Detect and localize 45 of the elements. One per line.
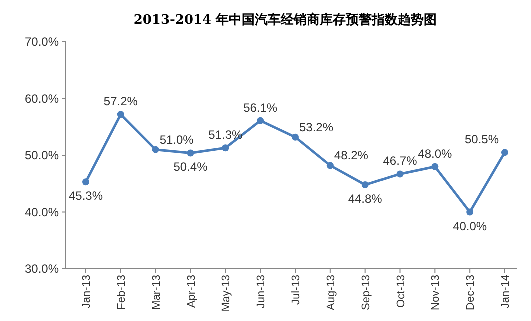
data-label: 48.2% [334, 148, 369, 163]
point [117, 111, 124, 118]
point [432, 163, 439, 170]
point [466, 208, 474, 216]
data-label: 53.2% [300, 120, 334, 134]
x-tick-label: Nov-13 [430, 275, 442, 310]
data-label: 50.5% [464, 132, 500, 147]
data-label: 48.0% [418, 146, 453, 161]
x-tick-label: Feb-13 [116, 275, 128, 310]
y-tick-label: 30.0% [24, 262, 60, 276]
y-tick-label: 70.0% [24, 35, 60, 49]
point [362, 182, 369, 189]
point [152, 146, 160, 154]
data-label: 51.3% [208, 128, 244, 142]
chart-title: 2013-2014 年中国汽车经销商库存预警指数趋势图 [134, 12, 438, 28]
data-label: 45.3% [68, 189, 104, 204]
x-tick-label: Aug-13 [325, 275, 338, 310]
x-tick-label: Jul-13 [290, 275, 302, 305]
data-label: 40.0% [453, 219, 488, 234]
x-tick-label: Jun-13 [256, 275, 268, 309]
data-label: 44.8% [348, 192, 383, 206]
point [187, 150, 194, 157]
y-tick-label: 60.0% [24, 92, 60, 106]
point [257, 117, 264, 124]
data-label: 50.4% [174, 160, 208, 174]
x-tick-label: Jan-13 [81, 275, 93, 309]
point [82, 178, 90, 186]
x-tick-label: Dec-13 [465, 275, 478, 310]
data-label: 57.2% [104, 94, 138, 109]
data-label: 46.7% [383, 154, 418, 168]
x-tick-label: Mar-13 [150, 275, 163, 310]
data-label: 56.1% [244, 100, 278, 115]
y-tick-label: 40.0% [24, 205, 60, 220]
data-label: 51.0% [160, 132, 194, 147]
point [396, 170, 404, 178]
x-tick-label: Jan-14 [500, 275, 512, 309]
x-tick-label: Sep-13 [360, 275, 372, 310]
point [502, 149, 508, 156]
point [292, 134, 299, 141]
x-tick-label: May-13 [220, 275, 233, 312]
y-tick-label: 50.0% [24, 148, 60, 162]
point [222, 144, 230, 152]
x-tick-label: Oct-13 [395, 275, 408, 308]
x-tick-label: Apr-13 [186, 275, 198, 308]
point [326, 162, 334, 170]
